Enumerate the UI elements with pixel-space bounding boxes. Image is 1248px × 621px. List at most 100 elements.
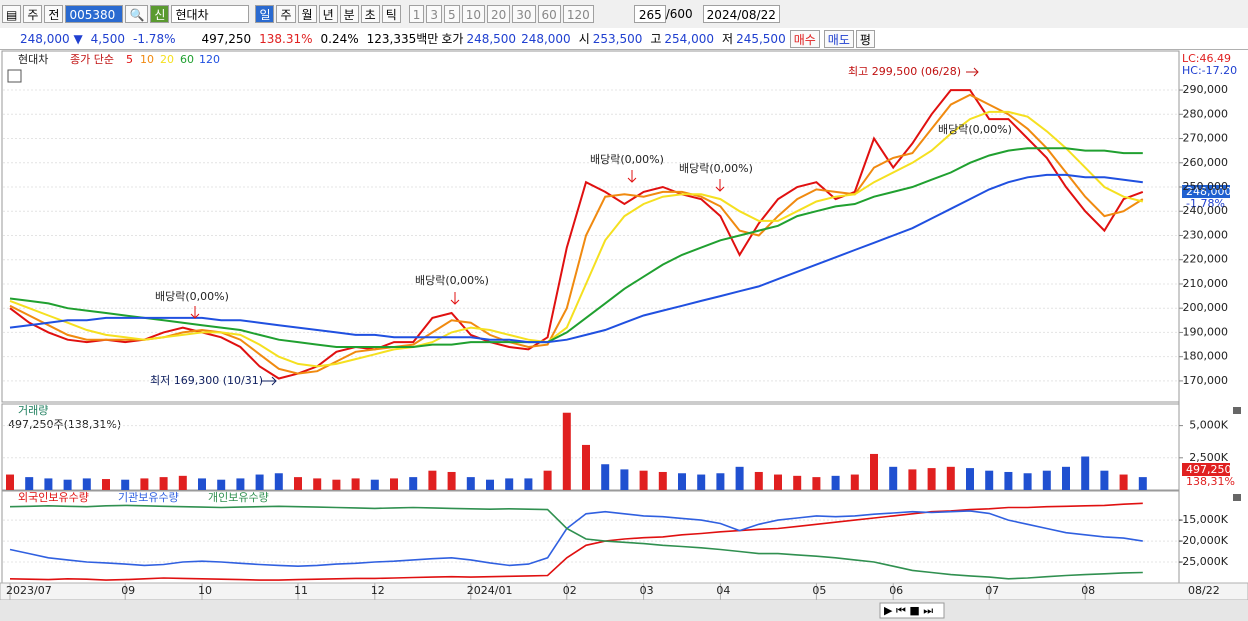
interval-buttons: 1 3 5 10 20 30 60 120 — [407, 5, 594, 23]
close-holding[interactable] — [1233, 494, 1241, 501]
y-tick-label: -20,000K — [1178, 534, 1228, 547]
period-button[interactable]: 일 — [255, 5, 275, 23]
y-tick-label: 180,000 — [1183, 350, 1229, 363]
count-input[interactable]: 265 — [633, 5, 666, 23]
period-button[interactable]: 초 — [360, 5, 380, 23]
volume-bar — [159, 477, 168, 490]
x-tick-label: 12 — [371, 584, 385, 597]
volume-bar — [409, 477, 418, 490]
y-tick-label: -15,000K — [1178, 513, 1228, 526]
price: 248,000 ▼ — [20, 31, 83, 46]
volume-bar — [793, 475, 802, 490]
volume-bar — [1100, 470, 1109, 490]
period-button[interactable]: 월 — [297, 5, 317, 23]
volume-bar — [543, 470, 552, 490]
current-volume: 497,250 — [1186, 463, 1232, 476]
annotation: 배당락(0,00%) — [415, 274, 489, 287]
x-axis-band — [0, 582, 1248, 601]
period-button[interactable]: 년 — [318, 5, 338, 23]
sell-button[interactable]: 매도 — [823, 29, 854, 48]
eval-button[interactable]: 평 — [855, 29, 875, 48]
series-line — [9, 147, 1143, 348]
interval-button[interactable]: 1 — [408, 5, 425, 23]
interval-button[interactable]: 5 — [444, 5, 460, 23]
legend-entry: 5 — [126, 53, 133, 66]
y-tick-label: 270,000 — [1183, 132, 1229, 145]
volume-bar — [562, 412, 571, 490]
interval-button[interactable]: 60 — [537, 5, 561, 23]
period-button[interactable]: 주 — [276, 5, 296, 23]
period-button[interactable]: 틱 — [381, 5, 401, 23]
y-tick-label: 250,000 — [1183, 180, 1229, 193]
period-button[interactable]: 분 — [339, 5, 359, 23]
date-input[interactable]: 2024/08/22 — [702, 5, 780, 23]
x-tick-label: 10 — [198, 584, 212, 597]
legend-entry: 기관보유수량 — [118, 491, 179, 504]
volume-bar — [505, 478, 514, 490]
change: 4,500 — [90, 31, 126, 46]
volume-bar — [812, 477, 821, 490]
close-volume[interactable] — [1233, 407, 1241, 414]
volume-bar — [927, 468, 936, 490]
volume-bar — [63, 479, 72, 490]
turnover: 0.24% — [320, 31, 359, 46]
volume-bar — [140, 478, 149, 490]
stock-name-box[interactable]: 현대차 — [171, 5, 250, 23]
interval-button[interactable]: 3 — [426, 5, 443, 23]
x-tick-label: 08 — [1081, 584, 1095, 597]
low-label: 저 — [722, 32, 734, 46]
high-arrow — [966, 67, 979, 77]
current-rate: -1.78% — [1186, 197, 1225, 210]
market-select[interactable]: 주 — [23, 5, 43, 23]
volume-bar — [735, 466, 744, 490]
series-line — [9, 89, 1144, 380]
count-max: /600 — [665, 7, 693, 21]
interval-button[interactable]: 10 — [461, 5, 485, 23]
volume-bar — [966, 468, 974, 490]
interval-button[interactable]: 20 — [486, 5, 511, 23]
volume-bar — [121, 479, 130, 490]
annotation: 배당락(0,00%) — [938, 123, 1012, 136]
low-arrow — [262, 376, 277, 386]
legend-entry: 개인보유수량 — [208, 491, 269, 504]
interval-button[interactable]: 30 — [512, 5, 536, 23]
volume-bar — [1004, 471, 1013, 490]
volume: 497,250 — [201, 31, 252, 46]
volume-bar — [985, 470, 994, 490]
x-tick-label: 04 — [716, 584, 730, 597]
y-tick-label: 290,000 — [1183, 83, 1229, 96]
volume-bar — [1119, 474, 1128, 490]
volume-bar — [1062, 466, 1070, 490]
y-tick-label: -25,000K — [1178, 555, 1228, 568]
volume-bar — [255, 474, 264, 490]
x-tick-label: 05 — [812, 584, 826, 597]
buy-button[interactable]: 매수 — [789, 29, 820, 48]
legend-entry: 10 — [140, 53, 154, 66]
hc-label: HC:-17.20 — [1182, 64, 1237, 77]
code-input[interactable]: 005380 — [65, 5, 124, 23]
scroll-buttons[interactable] — [879, 602, 945, 619]
annotation: 배당락(0,00%) — [590, 153, 664, 166]
scroll-bar[interactable] — [0, 600, 1248, 621]
low: 245,500 — [736, 31, 786, 46]
prev-button[interactable]: 전 — [44, 5, 64, 23]
menu-button[interactable]: ▤ — [2, 5, 22, 23]
interval-button[interactable]: 120 — [562, 5, 594, 23]
open-label: 시 — [578, 32, 590, 46]
settings-icon[interactable] — [7, 69, 22, 83]
annotation: 최고 299,500 (06/28) — [848, 65, 961, 78]
y-tick-label: 190,000 — [1183, 325, 1229, 338]
volume-bar — [370, 479, 379, 490]
volume-rate: 138.31% — [259, 31, 313, 46]
series-line — [9, 173, 1143, 344]
volume-bar — [178, 475, 187, 490]
x-tick-label: 07 — [985, 584, 999, 597]
legend-entry: 60 — [180, 53, 194, 66]
y-tick-label: 200,000 — [1183, 301, 1229, 314]
y-tick-label: 280,000 — [1183, 107, 1229, 120]
search-button[interactable]: 🔍 — [125, 5, 149, 23]
volume-bar — [620, 469, 629, 490]
